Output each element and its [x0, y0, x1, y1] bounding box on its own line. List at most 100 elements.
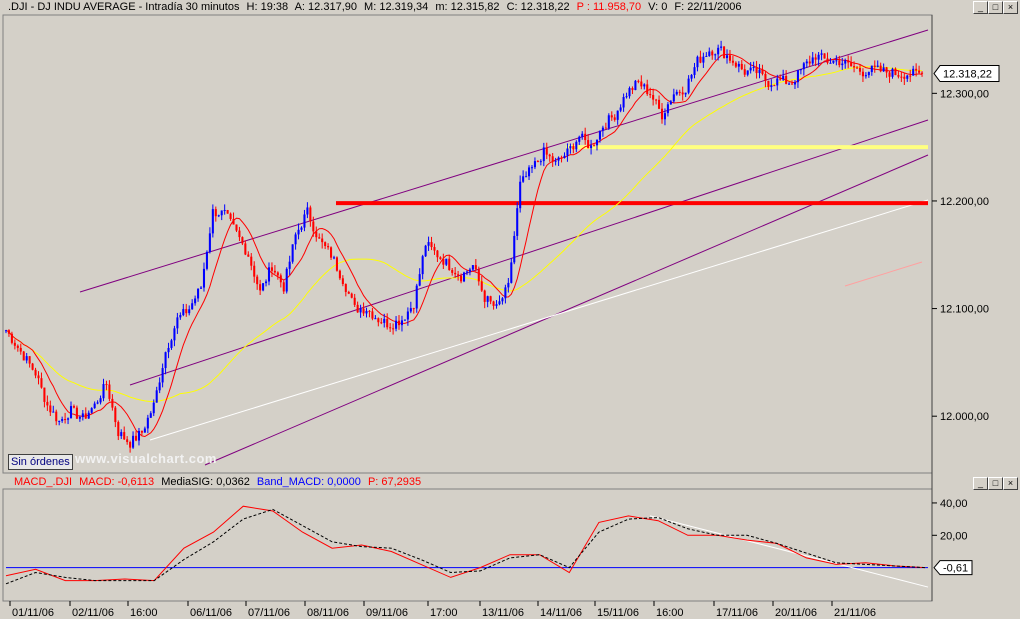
date-value: F: 22/11/2006 — [674, 1, 742, 13]
candle-body — [492, 301, 495, 306]
candle-body — [341, 278, 344, 285]
candle-body — [344, 284, 347, 292]
candle-body — [303, 214, 306, 228]
candle-body — [720, 46, 723, 48]
candle-body — [829, 62, 832, 64]
candle-body — [604, 127, 607, 129]
candle-body — [276, 272, 279, 276]
candle-body — [764, 73, 767, 81]
min-value: m: 12.315,82 — [435, 1, 500, 13]
candle-body — [681, 92, 684, 95]
x-tick-label: 16:00 — [130, 607, 158, 619]
candle-body — [557, 157, 560, 161]
macd-tick-label: 40,00 — [940, 498, 968, 510]
candle-body — [211, 209, 214, 234]
candle-body — [861, 71, 864, 77]
candle-body — [545, 147, 548, 155]
candle-body — [412, 308, 415, 310]
candle-body — [501, 298, 504, 302]
candle-body — [820, 53, 823, 55]
x-tick-label: 17:00 — [430, 607, 458, 619]
candle-body — [84, 413, 87, 419]
candle-body — [743, 69, 746, 75]
candle-body — [542, 147, 545, 162]
signal-value: MediaSIG: 0,0362 — [161, 476, 250, 488]
candle-body — [247, 254, 250, 257]
macd-maximize-button[interactable]: □ — [988, 477, 1003, 490]
candle-body — [533, 161, 536, 168]
maximize-button[interactable]: □ — [988, 1, 1003, 14]
candle-body — [593, 145, 596, 147]
candle-body — [359, 308, 362, 313]
candle-body — [273, 270, 276, 273]
price-tick-label: 12.000,00 — [940, 411, 989, 423]
candle-body — [191, 303, 194, 310]
candle-body — [516, 208, 519, 236]
candle-body — [445, 258, 448, 265]
candle-body — [796, 69, 799, 83]
candle-body — [734, 62, 737, 67]
candle-body — [164, 352, 167, 369]
candle-body — [649, 94, 652, 96]
candle-body — [723, 46, 726, 59]
candle-body — [687, 78, 690, 93]
x-tick-label: 21/11/06 — [834, 607, 876, 619]
order-status-button[interactable]: Sin órdenes — [8, 454, 73, 470]
candle-body — [78, 417, 81, 419]
candle-body — [696, 56, 699, 68]
candle-body — [152, 402, 155, 414]
candle-body — [832, 60, 835, 63]
candle-body — [462, 272, 466, 282]
x-tick-label: 06/11/06 — [190, 607, 232, 619]
candle-body — [610, 115, 613, 118]
candle-body — [111, 398, 114, 408]
price-tick-label: 12.200,00 — [940, 196, 989, 208]
candle-body — [808, 61, 811, 64]
close-button[interactable]: × — [1003, 1, 1018, 14]
candle-body — [81, 413, 84, 418]
candle-body — [536, 161, 539, 163]
candle-body — [13, 342, 16, 346]
candle-body — [312, 221, 315, 232]
candle-body — [731, 60, 734, 63]
candle-body — [132, 435, 135, 448]
candle-body — [327, 246, 330, 248]
ma-fast-line — [5, 53, 923, 438]
candle-body — [480, 281, 483, 291]
candle-body — [510, 262, 513, 283]
candle-body — [885, 67, 888, 73]
candle-body — [350, 293, 353, 298]
candle-body — [288, 261, 291, 269]
candle-body — [643, 84, 646, 87]
candle-body — [888, 72, 891, 77]
macd-close-button[interactable]: × — [1003, 477, 1018, 490]
candle-body — [581, 133, 584, 137]
candle-body — [873, 65, 876, 67]
candle-body — [392, 328, 395, 330]
candle-body — [584, 133, 587, 141]
candle-body — [108, 384, 111, 399]
candle-body — [418, 274, 421, 286]
candle-body — [442, 258, 445, 265]
watermark: www.visualchart.com — [75, 451, 217, 466]
candle-body — [752, 66, 755, 68]
candle-body — [708, 51, 711, 56]
candle-body — [199, 287, 203, 289]
candle-body — [737, 63, 740, 67]
macd-panel — [2, 488, 933, 602]
candle-body — [909, 75, 912, 77]
candle-body — [793, 82, 797, 85]
x-tick-label: 08/11/06 — [307, 607, 349, 619]
candle-body — [90, 408, 93, 413]
candle-body — [690, 74, 693, 79]
candle-body — [69, 406, 73, 419]
x-tick-label: 14/11/06 — [540, 607, 582, 619]
minimize-button[interactable]: _ — [973, 1, 988, 14]
candle-body — [684, 92, 687, 95]
macd-minimize-button[interactable]: _ — [973, 477, 988, 490]
candle-body — [427, 242, 430, 246]
candle-body — [226, 210, 229, 214]
candle-body — [37, 375, 40, 379]
candle-body — [415, 285, 418, 309]
candle-body — [551, 156, 554, 162]
